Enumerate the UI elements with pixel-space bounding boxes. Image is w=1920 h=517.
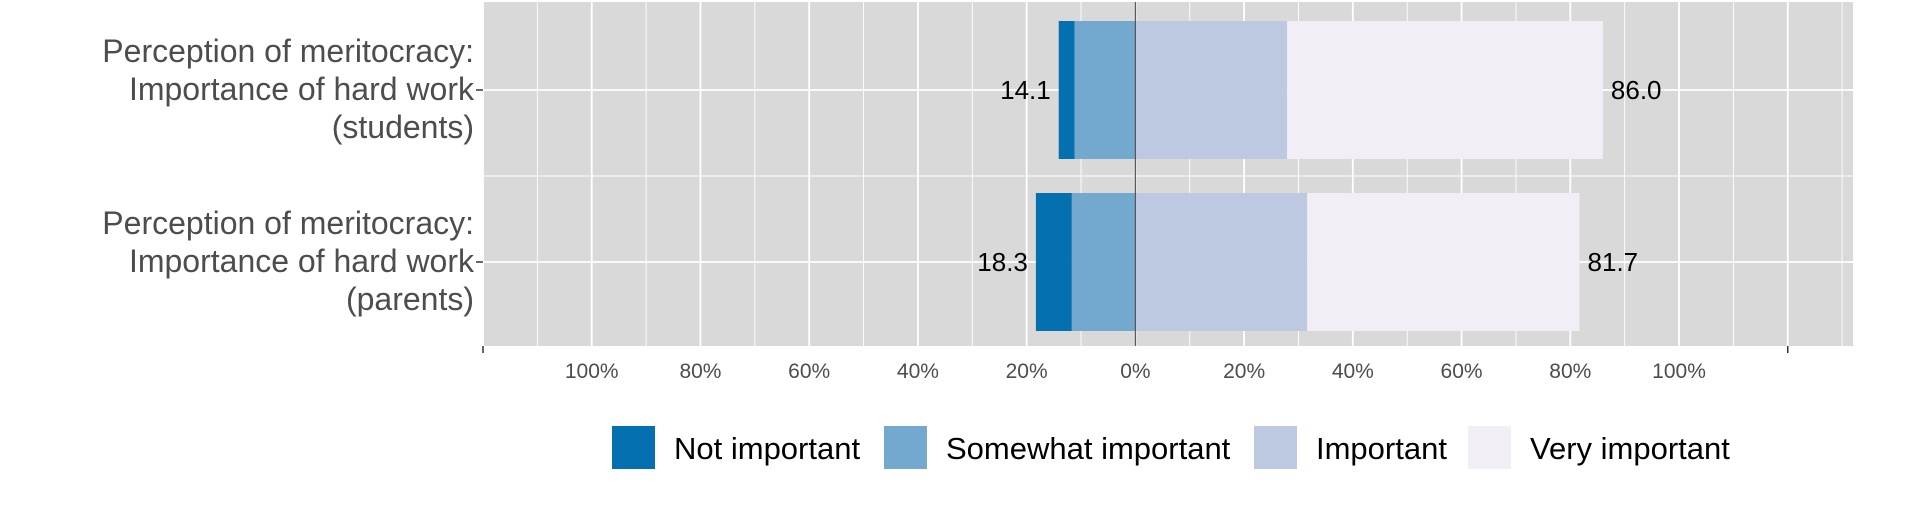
bar-segment xyxy=(1035,193,1072,331)
legend-swatch xyxy=(884,426,927,469)
y-axis-label: Importance of hard work xyxy=(129,243,475,279)
legend-label: Very important xyxy=(1530,431,1730,466)
x-tick-label: 60% xyxy=(788,360,830,383)
bar-segment xyxy=(1071,193,1136,331)
x-axis-ticks: 100% 80% 60% 40% 20% 0% 20% 40% 60% 80% 100% xyxy=(482,346,1789,383)
x-tick-label: 60% xyxy=(1441,360,1483,383)
legend-label: Important xyxy=(1316,431,1447,466)
bar-segment xyxy=(1287,21,1603,159)
x-tick-label: 80% xyxy=(1549,360,1591,383)
y-axis-label: Perception of meritocracy: xyxy=(102,205,474,241)
x-tick-label: 20% xyxy=(1006,360,1048,383)
bar-segment xyxy=(1135,193,1308,331)
legend-swatch xyxy=(1468,426,1511,469)
y-axis-labels: Perception of meritocracy:Importance of … xyxy=(102,33,483,317)
x-tick-label: 20% xyxy=(1223,360,1265,383)
bar-segment xyxy=(1058,21,1075,159)
x-tick-label: 0% xyxy=(1120,360,1150,383)
total-label-negative: 18.3 xyxy=(977,247,1028,277)
x-tick-label: 40% xyxy=(897,360,939,383)
x-tick-label: 40% xyxy=(1332,360,1374,383)
legend-swatch xyxy=(612,426,655,469)
total-label-negative: 14.1 xyxy=(1000,75,1051,105)
legend: Not important Somewhat important Important… xyxy=(612,426,1730,469)
bar-segment xyxy=(1135,21,1288,159)
y-axis-label: Importance of hard work xyxy=(129,71,475,107)
bars xyxy=(1035,21,1603,331)
x-tick-label: 100% xyxy=(565,360,619,383)
x-tick-label: 80% xyxy=(679,360,721,383)
legend-label: Not important xyxy=(674,431,860,466)
y-axis-label: (parents) xyxy=(346,281,474,317)
total-label-positive: 81.7 xyxy=(1588,247,1639,277)
total-label-positive: 86.0 xyxy=(1611,75,1662,105)
y-axis-label: (students) xyxy=(332,109,474,145)
bar-segment xyxy=(1074,21,1136,159)
y-axis-label: Perception of meritocracy: xyxy=(102,33,474,69)
x-tick-label: 100% xyxy=(1652,360,1706,383)
legend-swatch xyxy=(1254,426,1297,469)
data-labels: 14.1 86.0 18.3 81.7 xyxy=(977,75,1661,277)
bar-segment xyxy=(1307,193,1580,331)
legend-label: Somewhat important xyxy=(946,431,1231,466)
